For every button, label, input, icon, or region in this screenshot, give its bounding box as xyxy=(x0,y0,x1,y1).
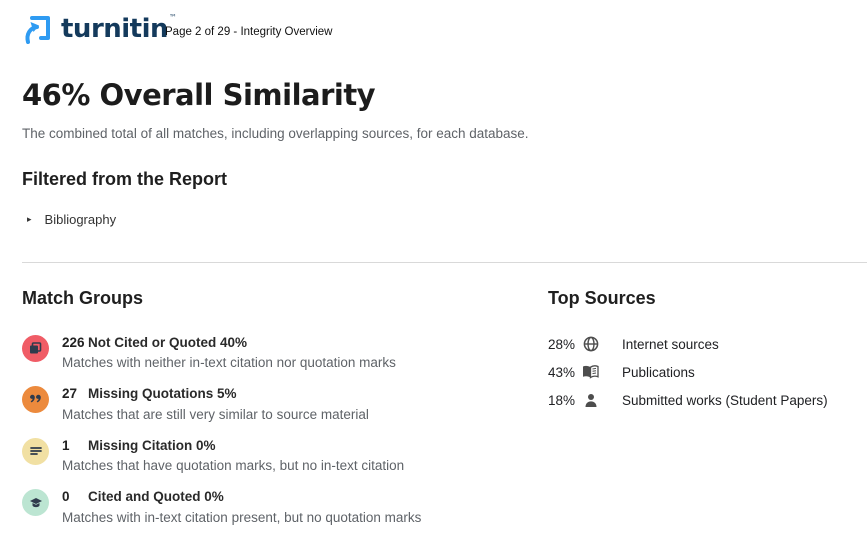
match-label: Cited and Quoted 0% xyxy=(88,489,224,505)
filtered-section-title: Filtered from the Report xyxy=(22,169,228,189)
top-sources-section: Top Sources 28% Internet sources 43% xyxy=(548,288,863,419)
match-group-title-line: 1 Missing Citation 0% xyxy=(62,437,404,455)
match-count: 226 xyxy=(62,335,85,350)
top-source-row-internet: 28% Internet sources xyxy=(548,335,863,353)
match-group-title-line: 27 Missing Quotations 5% xyxy=(62,385,369,403)
match-label: Not Cited or Quoted 40% xyxy=(88,335,248,350)
source-percent: 18% xyxy=(548,392,576,408)
match-description: Matches with in-text citation present, b… xyxy=(62,509,422,525)
source-percent: 43% xyxy=(548,364,576,380)
match-count: 0 xyxy=(62,489,70,505)
top-sources-title: Top Sources xyxy=(548,288,656,308)
top-sources-list: 28% Internet sources 43% xyxy=(548,335,863,409)
publications-book-icon xyxy=(582,364,599,381)
copy-icon xyxy=(22,335,49,362)
filtered-item-bibliography[interactable]: ▸ Bibliography xyxy=(27,212,116,227)
match-groups-title: Match Groups xyxy=(22,288,144,308)
match-group-text: 226 Not Cited or Quoted 40% Matches with … xyxy=(62,334,396,372)
match-groups-list: 226 Not Cited or Quoted 40% Matches with … xyxy=(22,334,527,527)
match-group-text: 1 Missing Citation 0% Matches that have q… xyxy=(62,437,404,475)
person-icon xyxy=(582,392,599,409)
top-source-row-submitted-works: 18% Submitted works (Student Papers) xyxy=(548,391,863,409)
turnitin-logo-icon xyxy=(25,16,50,44)
match-groups-section: Match Groups 226 Not Cited or Quoted 40% … xyxy=(22,288,527,540)
match-group-text: 0 Cited and Quoted 0% Matches with in-tex… xyxy=(62,488,421,526)
match-group-row-cited-and-quoted: 0 Cited and Quoted 0% Matches with in-tex… xyxy=(22,488,527,526)
match-count: 1 xyxy=(62,437,70,453)
filtered-item-label: Bibliography xyxy=(44,212,117,227)
section-divider xyxy=(22,262,867,263)
match-group-title-line: 0 Cited and Quoted 0% xyxy=(62,488,421,506)
match-group-row-missing-quotations: 27 Missing Quotations 5% Matches that are… xyxy=(22,385,527,423)
quotation-icon xyxy=(22,386,49,414)
match-label: Missing Citation 0% xyxy=(88,437,216,453)
source-label: Internet sources xyxy=(622,336,719,352)
top-source-row-publications: 43% Publications xyxy=(548,363,863,381)
overall-similarity-subtitle: The combined total of all matches, inclu… xyxy=(22,126,529,141)
match-count: 27 xyxy=(62,386,78,402)
page-info: Page 2 of 29 - Integrity Overview xyxy=(165,26,333,38)
match-group-row-not-cited: 226 Not Cited or Quoted 40% Matches with … xyxy=(22,334,527,372)
source-label: Submitted works (Student Papers) xyxy=(622,392,828,408)
match-description: Matches that are still very similar to s… xyxy=(62,406,369,422)
source-percent: 28% xyxy=(548,336,576,352)
match-group-title-line: 226 Not Cited or Quoted 40% xyxy=(62,334,396,352)
chevron-right-icon[interactable]: ▸ xyxy=(27,214,32,224)
match-description: Matches that have quotation marks, but n… xyxy=(62,458,405,474)
trademark-symbol: ™ xyxy=(169,13,177,22)
match-label: Missing Quotations 5% xyxy=(88,386,237,402)
overall-similarity-title: 46% Overall Similarity xyxy=(22,78,376,112)
globe-icon xyxy=(582,336,599,353)
source-label: Publications xyxy=(622,364,695,380)
turnitin-logo: turnitin™ xyxy=(22,12,177,46)
turnitin-logo-text: turnitin™ xyxy=(61,13,177,44)
match-group-row-missing-citation: 1 Missing Citation 0% Matches that have q… xyxy=(22,437,527,475)
match-description: Matches with neither in-text citation no… xyxy=(62,355,396,371)
citation-lines-icon xyxy=(22,437,49,465)
match-group-text: 27 Missing Quotations 5% Matches that are… xyxy=(62,385,369,423)
graduation-cap-icon xyxy=(22,489,49,517)
